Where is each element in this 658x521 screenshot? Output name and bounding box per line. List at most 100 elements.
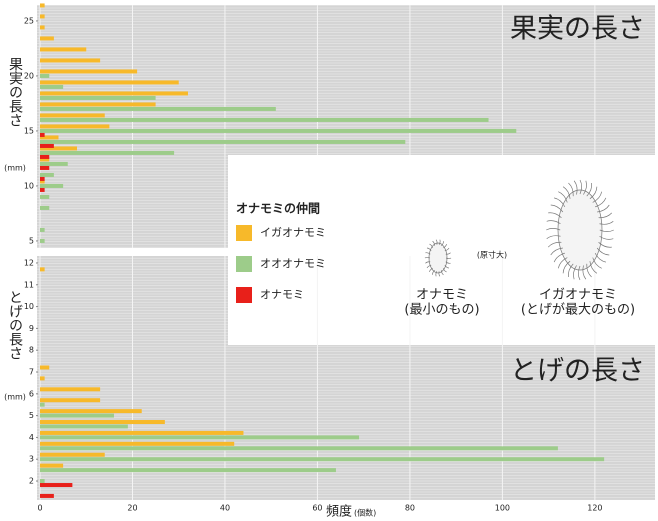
bar: [40, 435, 360, 440]
bar: [40, 468, 336, 473]
bar: [40, 452, 105, 457]
bar: [40, 194, 50, 199]
burr-spine: [445, 257, 452, 259]
y-tick-label: 7: [29, 368, 34, 377]
bar: [40, 146, 77, 151]
y-tick-label: 15: [24, 126, 34, 135]
burr-spine: [554, 197, 566, 208]
burr-spine: [586, 182, 593, 197]
x-tick-label: 40: [220, 504, 230, 513]
bar: [40, 157, 50, 162]
bar: [40, 424, 128, 429]
panel-title: とげの長さ: [510, 356, 645, 387]
bar: [40, 187, 45, 192]
bar: [40, 365, 50, 370]
burr-spine: [426, 264, 432, 269]
bar: [40, 69, 138, 74]
burr-spine: [573, 180, 578, 195]
axis-unit: (個数): [354, 508, 376, 518]
bar: [40, 135, 59, 140]
x-tick-label: 0: [37, 504, 42, 513]
burr-spine: [546, 220, 561, 225]
burr-spine: [547, 241, 562, 248]
burr-spine: [435, 271, 438, 277]
bar: [40, 238, 45, 243]
burr-spine: [425, 252, 431, 255]
bar: [40, 172, 54, 177]
burr-spine: [582, 265, 587, 280]
bar: [40, 36, 54, 41]
axis-label: とげの長さ: [7, 290, 23, 360]
bar: [40, 413, 114, 418]
size-note: (原寸大): [477, 250, 507, 260]
burr-spine: [589, 186, 598, 200]
burr-spine: [562, 186, 571, 199]
bar: [40, 91, 188, 96]
x-tick-label: 60: [312, 504, 322, 513]
bar: [40, 139, 406, 144]
bar: [40, 457, 605, 462]
y-tick-label: 10: [24, 181, 34, 190]
bar: [40, 165, 50, 170]
legend-label: オオオナモミ: [260, 257, 326, 270]
legend-label: イガオナモミ: [260, 226, 326, 239]
burr-spine: [567, 263, 574, 278]
bar: [40, 205, 50, 210]
burr-spine: [550, 204, 564, 213]
illustration-caption: (最小のもの): [404, 303, 479, 318]
bar: [40, 106, 276, 111]
bar: [40, 113, 105, 118]
bar: [40, 409, 142, 414]
burr-spine: [558, 191, 568, 203]
bar: [40, 3, 45, 8]
legend-label: オナモミ: [260, 288, 304, 301]
burr-spine: [553, 252, 565, 263]
burr-spine: [429, 267, 433, 273]
legend-swatch: [236, 256, 252, 272]
bar: [40, 161, 68, 166]
bar: [40, 179, 45, 184]
burr-spine: [429, 243, 434, 248]
legend-title: オナモミの仲間: [236, 201, 320, 216]
burr-spine: [568, 182, 574, 197]
burr-spine: [426, 247, 432, 251]
y-tick-label: 5: [29, 236, 34, 245]
burr-spine: [441, 270, 444, 276]
y-tick-label: 6: [29, 389, 34, 398]
y-tick-label: 25: [24, 16, 34, 25]
axis-unit: (mm): [4, 393, 26, 402]
x-tick-label: 120: [587, 504, 602, 513]
burr-spine: [445, 252, 451, 255]
illustration-caption: オナモミ: [416, 288, 468, 303]
burr-spine: [586, 263, 592, 278]
bar: [40, 73, 50, 78]
axis-label: 頻度: [326, 504, 352, 520]
bar: [40, 95, 156, 100]
y-tick-label: 3: [29, 455, 34, 464]
bar: [40, 124, 110, 129]
bar: [40, 376, 45, 381]
legend-swatch: [236, 225, 252, 241]
burr-spine: [435, 239, 438, 245]
burr-spine: [573, 265, 577, 280]
y-tick-label: 2: [29, 477, 34, 486]
burr-spine: [589, 261, 598, 274]
burr-spine: [550, 247, 563, 256]
burr-spine: [548, 212, 562, 218]
burr-spine: [432, 240, 435, 246]
bar: [40, 176, 45, 181]
y-tick-label: 5: [29, 411, 34, 420]
bar: [40, 420, 165, 425]
burr-spine: [583, 180, 587, 195]
burr-body: [557, 189, 603, 271]
bar: [40, 398, 101, 403]
bar: [40, 117, 489, 122]
bar: [40, 402, 45, 407]
burr-spine: [438, 271, 441, 277]
burr-spine: [597, 204, 610, 213]
burr-spine: [579, 179, 582, 195]
bar: [40, 446, 558, 451]
y-tick-label: 8: [29, 346, 34, 355]
burr-spine: [562, 260, 571, 274]
